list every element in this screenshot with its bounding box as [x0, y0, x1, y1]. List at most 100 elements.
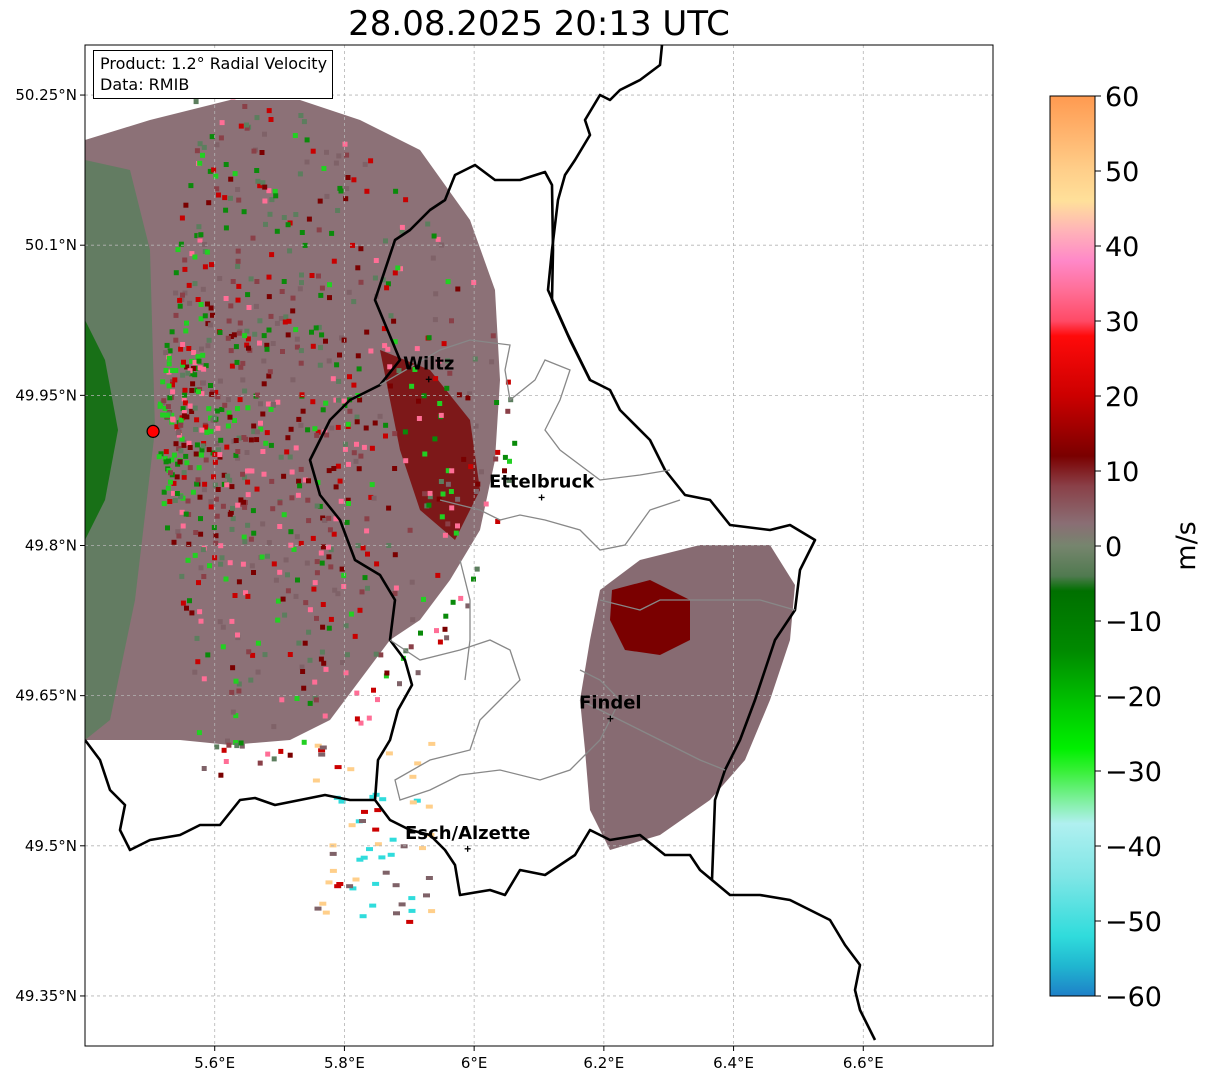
echo-gate — [201, 144, 207, 150]
echo-gate — [385, 751, 393, 756]
echo-gate — [298, 360, 304, 366]
echo-gate — [225, 738, 230, 744]
echo-gate — [235, 248, 241, 254]
echo-gate — [229, 363, 235, 369]
echo-gate — [218, 135, 224, 141]
echo-gate — [343, 670, 349, 676]
echo-gate — [335, 463, 341, 469]
echo-gate — [309, 273, 315, 278]
echo-gate — [208, 383, 213, 388]
echo-gate — [196, 224, 202, 230]
echo-gate — [202, 313, 208, 319]
echo-gate — [206, 200, 212, 206]
echo-gate — [186, 346, 192, 351]
echo-gate — [357, 397, 363, 403]
echo-gate — [204, 249, 210, 255]
echo-gate — [288, 529, 294, 535]
echo-gate — [288, 426, 294, 432]
echo-gate — [304, 137, 310, 143]
echo-gate — [214, 408, 220, 414]
echo-gate — [222, 195, 228, 201]
echo-gate — [185, 370, 191, 376]
echo-gate — [189, 388, 195, 393]
echo-gate — [319, 560, 325, 566]
echo-gate — [340, 660, 345, 665]
echo-gate — [273, 577, 279, 583]
echo-gate — [234, 743, 240, 749]
echo-gate — [162, 456, 168, 462]
echo-gate — [306, 216, 312, 222]
echo-gate — [458, 595, 464, 601]
map-title: 28.08.2025 20:13 UTC — [348, 4, 730, 44]
echo-gate — [453, 530, 459, 536]
echo-gate — [304, 560, 310, 566]
echo-gate — [185, 498, 191, 504]
echo-gate — [181, 359, 186, 365]
echo-gate — [230, 665, 236, 671]
echo-gate — [230, 279, 236, 284]
echo-gate — [192, 281, 198, 287]
echo-gate — [326, 358, 332, 364]
echo-gate — [406, 919, 414, 924]
echo-gate — [358, 246, 364, 252]
echo-gate — [319, 745, 327, 750]
echo-gate — [178, 346, 184, 352]
city-wiltz: Wiltz — [403, 353, 454, 383]
echo-gate — [239, 743, 245, 749]
echo-gate — [183, 202, 189, 208]
echo-gate — [279, 697, 285, 703]
echo-gate — [193, 530, 199, 535]
echo-gate — [273, 193, 279, 199]
echo-gate — [331, 258, 337, 264]
echo-gate — [202, 424, 208, 430]
echo-gate — [213, 389, 219, 395]
echo-gate — [281, 279, 287, 284]
echo-gate — [270, 506, 276, 512]
echo-gate — [228, 348, 234, 354]
echo-gate — [214, 513, 220, 519]
echo-gate — [409, 774, 417, 779]
echo-gate — [198, 516, 203, 522]
echo-gate — [302, 477, 308, 483]
echo-gate — [299, 280, 304, 286]
echo-gate — [378, 855, 386, 860]
echo-gate — [184, 460, 190, 466]
echo-gate — [179, 573, 185, 579]
echo-gate — [442, 626, 448, 632]
echo-gate — [298, 540, 304, 546]
echo-gate — [280, 349, 285, 354]
echo-gate — [229, 689, 235, 695]
echo-gate — [188, 183, 194, 189]
echo-gate — [249, 468, 255, 474]
echo-gate — [195, 477, 201, 483]
echo-gate — [327, 295, 332, 301]
echo-gate — [319, 649, 325, 655]
echo-gate — [314, 743, 322, 748]
echo-gate — [230, 505, 235, 511]
echo-gate — [416, 416, 422, 421]
echo-gate — [260, 449, 266, 454]
echo-gate — [345, 175, 351, 180]
echo-gate — [437, 639, 443, 645]
echo-gate — [330, 376, 336, 382]
echo-gate — [236, 579, 242, 585]
echo-gate — [207, 322, 213, 328]
echo-gate — [208, 499, 214, 505]
echo-gate — [414, 346, 420, 352]
echo-gate — [355, 265, 361, 271]
echo-gate — [264, 342, 270, 348]
echo-gate — [441, 341, 447, 347]
echo-gate — [261, 333, 267, 339]
echo-gate — [269, 252, 275, 258]
echo-gate — [278, 454, 284, 460]
echo-gate — [320, 602, 326, 607]
echo-gate — [262, 184, 268, 190]
echo-dark-green-core — [85, 320, 118, 540]
echo-gate — [161, 501, 167, 507]
echo-gate — [250, 235, 256, 241]
echo-gate — [166, 383, 172, 389]
echo-gate — [336, 397, 341, 403]
echo-gate — [242, 388, 248, 394]
echo-gate — [236, 688, 242, 694]
